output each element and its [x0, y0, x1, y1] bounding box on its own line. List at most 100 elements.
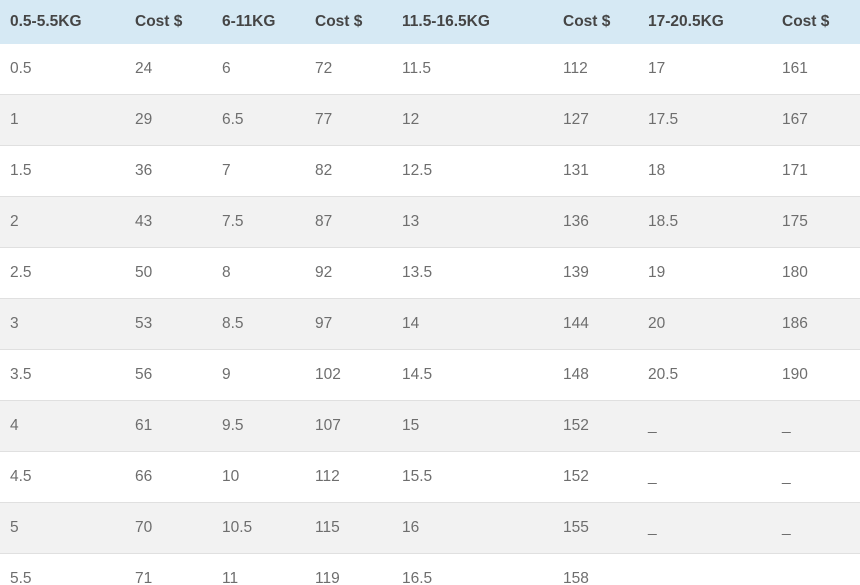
cell-cost: 139: [553, 247, 638, 299]
cell-weight: 13: [392, 196, 553, 248]
cell-weight: _: [638, 553, 772, 585]
column-header-cost-2: Cost $: [305, 0, 392, 44]
cell-cost: 144: [553, 298, 638, 350]
cell-cost: 102: [305, 349, 392, 401]
cell-weight: 19: [638, 247, 772, 299]
cell-cost: 53: [125, 298, 212, 350]
column-header-weight-1: 0.5-5.5KG: [0, 0, 125, 44]
cell-weight: 4: [0, 400, 125, 452]
column-header-weight-2: 6-11KG: [212, 0, 305, 44]
cell-cost: _: [772, 400, 860, 452]
cell-cost: 72: [305, 44, 392, 95]
cell-cost: 56: [125, 349, 212, 401]
cell-cost: 92: [305, 247, 392, 299]
cell-weight: 16.5: [392, 553, 553, 585]
cell-weight: 6.5: [212, 94, 305, 146]
cell-cost: 186: [772, 298, 860, 350]
cell-weight: _: [638, 451, 772, 503]
cell-weight: 7: [212, 145, 305, 197]
cell-cost: 131: [553, 145, 638, 197]
cell-weight: 1.5: [0, 145, 125, 197]
cell-cost: 127: [553, 94, 638, 146]
column-header-cost-3: Cost $: [553, 0, 638, 44]
cell-weight: 3: [0, 298, 125, 350]
cell-weight: 1: [0, 94, 125, 146]
column-header-weight-3: 11.5-16.5KG: [392, 0, 553, 44]
cell-cost: 36: [125, 145, 212, 197]
cell-cost: 152: [553, 451, 638, 503]
table-row: 2.5 50 8 92 13.5 139 19 180: [0, 247, 860, 299]
cell-weight: 18: [638, 145, 772, 197]
cell-cost: 77: [305, 94, 392, 146]
column-header-cost-1: Cost $: [125, 0, 212, 44]
cell-cost: 175: [772, 196, 860, 248]
cell-weight: 9: [212, 349, 305, 401]
table-row: 5 70 10.5 115 16 155 _ _: [0, 502, 860, 554]
cell-weight: 7.5: [212, 196, 305, 248]
table-row: 4.5 66 10 112 15.5 152 _ _: [0, 451, 860, 503]
cell-cost: 190: [772, 349, 860, 401]
table-row: 1 29 6.5 77 12 127 17.5 167: [0, 94, 860, 146]
cell-weight: 14: [392, 298, 553, 350]
cell-cost: 167: [772, 94, 860, 146]
cell-weight: 11: [212, 553, 305, 585]
cell-cost: 152: [553, 400, 638, 452]
cell-weight: 20.5: [638, 349, 772, 401]
cell-cost: 180: [772, 247, 860, 299]
cell-cost: 107: [305, 400, 392, 452]
cell-weight: 15.5: [392, 451, 553, 503]
table-row: 1.5 36 7 82 12.5 131 18 171: [0, 145, 860, 197]
cell-cost: 71: [125, 553, 212, 585]
cell-cost: 70: [125, 502, 212, 554]
cell-cost: 136: [553, 196, 638, 248]
cell-weight: 8.5: [212, 298, 305, 350]
cell-weight: 5.5: [0, 553, 125, 585]
cell-cost: 112: [553, 44, 638, 95]
cell-weight: 9.5: [212, 400, 305, 452]
cell-cost: 171: [772, 145, 860, 197]
cell-cost: 161: [772, 44, 860, 95]
cell-cost: _: [772, 451, 860, 503]
table-row: 4 61 9.5 107 15 152 _ _: [0, 400, 860, 452]
cell-cost: 155: [553, 502, 638, 554]
cell-weight: 4.5: [0, 451, 125, 503]
cell-weight: 14.5: [392, 349, 553, 401]
cell-weight: 5: [0, 502, 125, 554]
table-row: 5.5 71 11 119 16.5 158 _ _: [0, 553, 860, 585]
table-header: 0.5-5.5KG Cost $ 6-11KG Cost $ 11.5-16.5…: [0, 0, 860, 44]
cell-weight: _: [638, 502, 772, 554]
cell-cost: 43: [125, 196, 212, 248]
cell-cost: 24: [125, 44, 212, 95]
cell-cost: 148: [553, 349, 638, 401]
cell-weight: 12.5: [392, 145, 553, 197]
column-header-weight-4: 17-20.5KG: [638, 0, 772, 44]
cell-cost: 87: [305, 196, 392, 248]
column-header-cost-4: Cost $: [772, 0, 860, 44]
table-row: 3 53 8.5 97 14 144 20 186: [0, 298, 860, 350]
cell-weight: 18.5: [638, 196, 772, 248]
cell-weight: 17: [638, 44, 772, 95]
cell-cost: 50: [125, 247, 212, 299]
cell-weight: 10: [212, 451, 305, 503]
cell-weight: 15: [392, 400, 553, 452]
cell-weight: 8: [212, 247, 305, 299]
cell-weight: 13.5: [392, 247, 553, 299]
cell-cost: 115: [305, 502, 392, 554]
cell-weight: 12: [392, 94, 553, 146]
cell-weight: 2: [0, 196, 125, 248]
cell-cost: 112: [305, 451, 392, 503]
cell-cost: 66: [125, 451, 212, 503]
cell-cost: 82: [305, 145, 392, 197]
table-row: 0.5 24 6 72 11.5 112 17 161: [0, 44, 860, 95]
table-body: 0.5 24 6 72 11.5 112 17 161 1 29 6.5 77 …: [0, 44, 860, 585]
header-row: 0.5-5.5KG Cost $ 6-11KG Cost $ 11.5-16.5…: [0, 0, 860, 44]
cell-weight: _: [638, 400, 772, 452]
table-row: 3.5 56 9 102 14.5 148 20.5 190: [0, 349, 860, 401]
cell-cost: _: [772, 502, 860, 554]
cell-weight: 3.5: [0, 349, 125, 401]
cell-weight: 0.5: [0, 44, 125, 95]
cell-weight: 17.5: [638, 94, 772, 146]
cell-cost: _: [772, 553, 860, 585]
cell-weight: 11.5: [392, 44, 553, 95]
